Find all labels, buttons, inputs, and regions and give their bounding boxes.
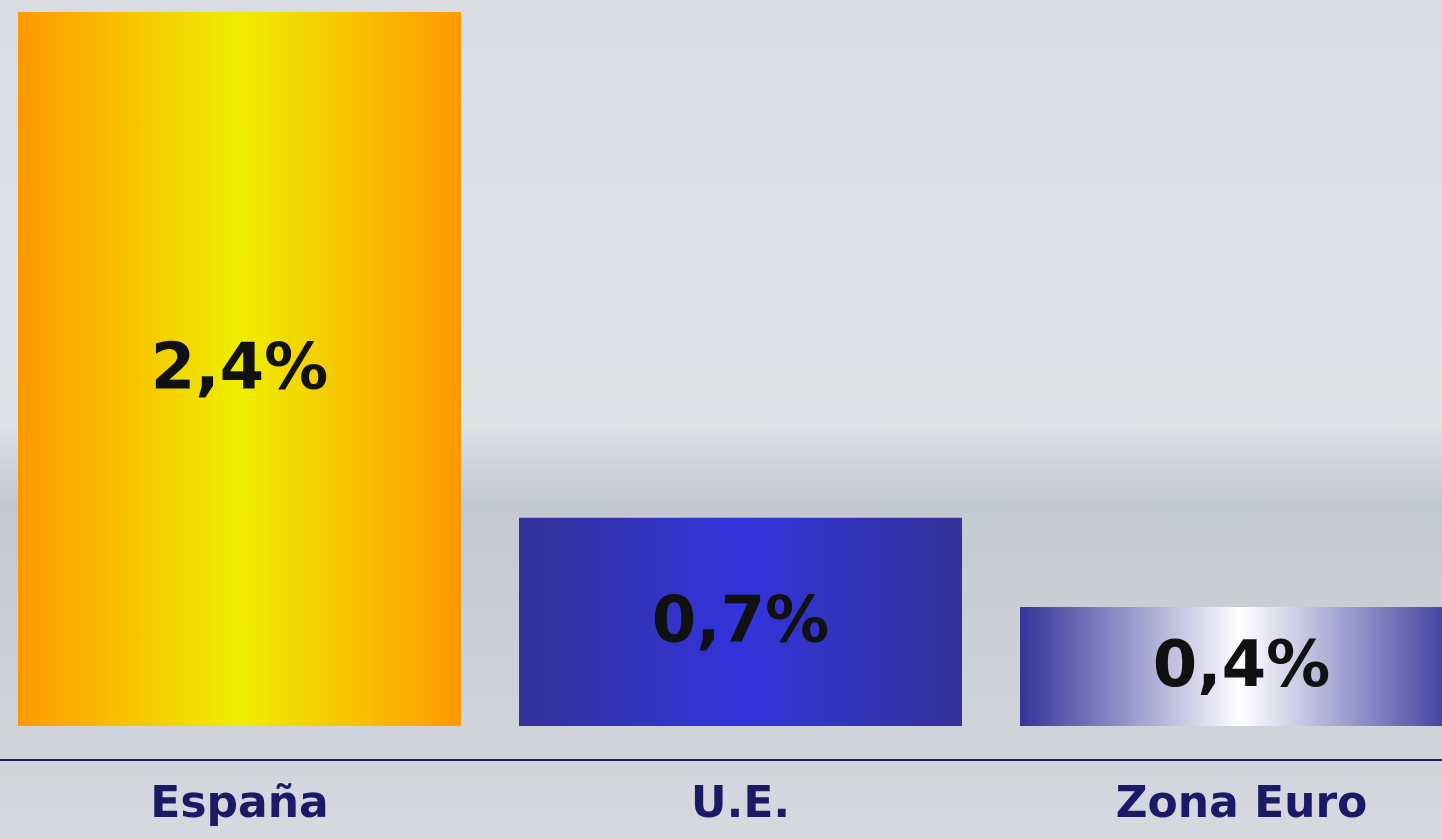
bar: [1020, 607, 1442, 726]
category-label: Zona Euro: [1116, 777, 1368, 828]
category-label: U.E.: [691, 777, 790, 828]
value-label: 2,4%: [151, 331, 329, 405]
bar: [18, 12, 461, 726]
bar: [519, 517, 962, 726]
value-label: 0,7%: [652, 583, 830, 657]
category-label: España: [150, 777, 328, 828]
value-label: 0,4%: [1153, 628, 1331, 702]
